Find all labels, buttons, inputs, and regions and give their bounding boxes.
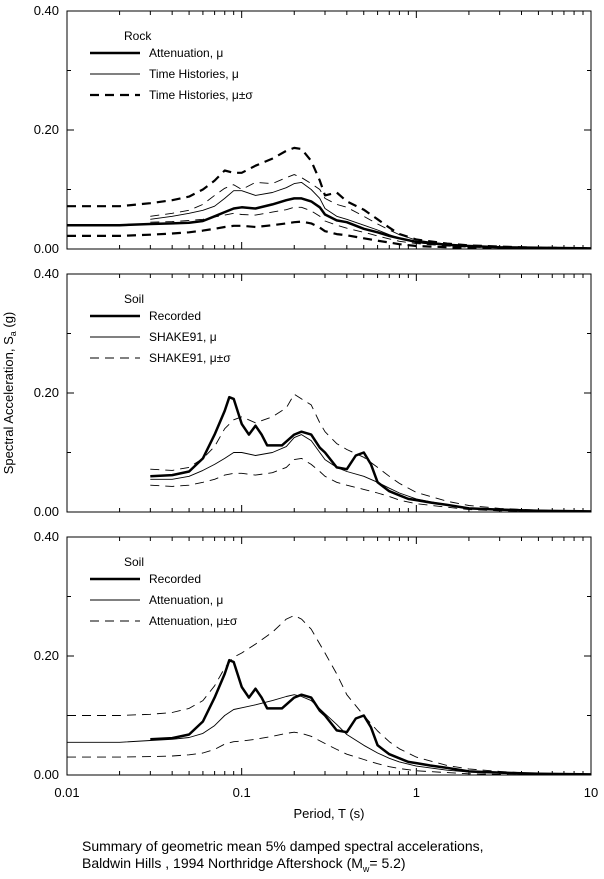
y-tick-label: 0.20 [34,385,59,400]
legend-label: Recorded [149,572,201,586]
series-line-1 [150,658,591,775]
series-line-2 [150,181,591,249]
series-line-4 [150,174,500,248]
legend-label: Time Histories, μ [149,67,239,81]
y-tick-label: 0.40 [34,529,59,544]
y-axis-label: Spectral Acceleration, Sa (g) [1,312,18,475]
series-line-2 [67,694,591,775]
plot-frame [66,536,592,776]
x-tick-label: 0.01 [54,785,79,800]
series-line-5 [150,206,500,249]
series-line-1 [150,395,591,512]
x-tick-label: 10 [584,785,598,800]
y-axis-label-suffix: (g) [1,312,16,332]
legend: Soil Recorded SHAKE91, μ SHAKE91, μ±σ [90,292,231,365]
panel-1: 0.00 0.20 0.40 Rock Attenuation, μ Time Histo… [34,3,592,256]
figure-caption: Summary of geometric mean 5% damped spec… [82,838,602,878]
caption-line-2-subscript: w [362,863,370,874]
legend-label: Attenuation, μ±σ [149,614,238,628]
x-tick-label: 0.1 [233,785,251,800]
legend-label: Time Histories, μ±σ [149,88,253,102]
legend-label: Attenuation, μ [149,593,223,607]
y-tick-label: 0.00 [34,767,59,782]
y-tick-label: 0.00 [34,241,59,256]
caption-line-2: Baldwin Hills , 1994 Northridge Aftersho… [82,855,602,878]
legend-label: Attenuation, μ [149,46,223,60]
panel-3: 0.00 0.20 0.40 0.01 0.1 1 10 Period, T (s) Soil R… [34,529,599,821]
series-line-6 [67,220,591,249]
series-line-4 [67,731,591,775]
series-line-3 [67,615,591,775]
y-axis-label-subscript: a [8,331,18,336]
legend-title: Soil [124,555,144,569]
y-tick-label: 0.00 [34,504,59,519]
caption-line-2-end: = 5.2) [369,855,406,871]
plot-frame [66,10,592,250]
series-line-3 [150,393,591,512]
x-tick-label: 1 [413,785,420,800]
legend-label: SHAKE91, μ [149,330,217,344]
y-tick-label: 0.20 [34,122,59,137]
y-axis-label-main: Spectral Acceleration, S [1,336,16,474]
y-tick-label: 0.40 [34,266,59,281]
legend: Soil Recorded Attenuation, μ Attenuation, μ… [90,555,238,628]
y-tick-label: 0.40 [34,3,59,18]
series-line-1 [67,197,591,249]
plot-frame [66,273,592,513]
caption-line-2-main: Baldwin Hills , 1994 Northridge Aftersho… [82,855,363,871]
legend-label: SHAKE91, μ±σ [149,351,231,365]
legend-label: Recorded [149,309,201,323]
legend-title: Soil [124,292,144,306]
caption-line-1: Summary of geometric mean 5% damped spec… [82,838,484,854]
series-line-4 [150,457,539,512]
series-line-2 [150,434,591,512]
legend: Rock Attenuation, μ Time Histories, μ Time … [90,29,253,102]
legend-title: Rock [124,29,152,43]
series-line-3 [67,146,591,249]
panel-2: 0.00 0.20 0.40 Soil Recorded SHAKE91, μ SHAKE9… [34,266,592,519]
y-tick-label: 0.20 [34,648,59,663]
x-axis-label: Period, T (s) [293,806,364,821]
